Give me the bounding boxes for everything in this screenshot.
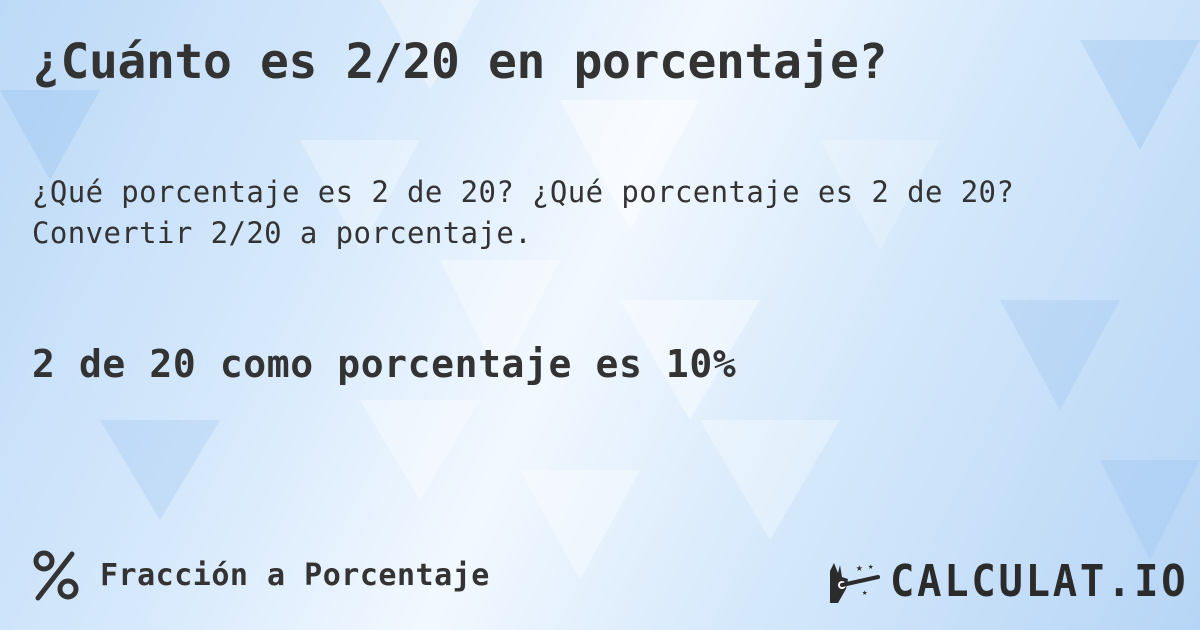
page-title: ¿Cuánto es 2/20 en porcentaje? — [32, 34, 887, 90]
description: ¿Qué porcentaje es 2 de 20? ¿Qué porcent… — [32, 175, 1015, 250]
svg-text:★: ★ — [856, 561, 863, 574]
svg-text:★: ★ — [862, 588, 868, 598]
svg-text:★: ★ — [868, 562, 874, 572]
calculat-io-logo[interactable]: ★ ★ ★ CALCULAT.IO — [826, 556, 1200, 607]
logo-text: CALCULAT.IO — [890, 556, 1189, 607]
category-label: Fracción a Porcentaje — [100, 557, 490, 593]
magic-hand-wand-icon: ★ ★ ★ — [830, 561, 880, 603]
percent-icon — [33, 550, 79, 601]
answer-text: 2 de 20 como porcentaje es 10% — [32, 342, 737, 386]
category-link[interactable]: Fracción a Porcentaje — [32, 548, 490, 602]
